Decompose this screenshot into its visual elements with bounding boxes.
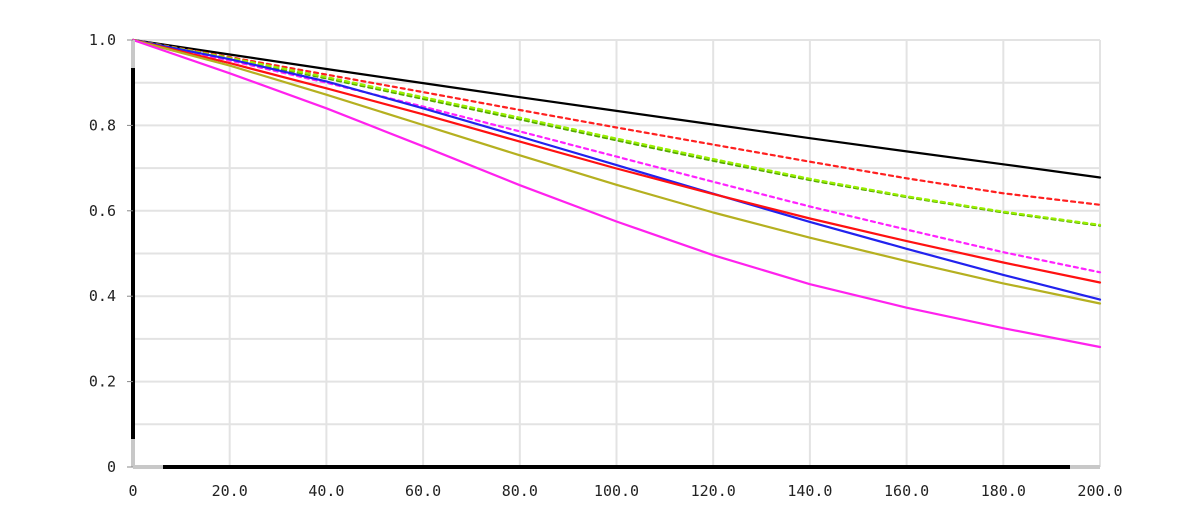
- series-group: [131, 38, 1102, 349]
- y-axis-tick-labels: 0 0.2 0.4 0.6 0.8 1.0: [89, 31, 116, 476]
- x-tick-label: 40.0: [308, 482, 344, 500]
- x-tick-label: 60.0: [405, 482, 441, 500]
- series-line-9: [131, 38, 1102, 349]
- series-line-4: [131, 38, 1102, 226]
- y-tick-label: 0.2: [89, 373, 116, 391]
- x-axis-tick-labels: 0 20.0 40.0 60.0 80.0 100.0 120.0 140.0 160.0 180…: [128, 482, 1122, 500]
- y-tick-label: 0.6: [89, 202, 116, 220]
- x-tick-label: 100.0: [594, 482, 639, 500]
- y-tick-label: 0.4: [89, 287, 116, 305]
- series-line-5: [131, 38, 1102, 274]
- x-tick-label: 80.0: [502, 482, 538, 500]
- axes: [127, 39, 1100, 469]
- series-line-6: [131, 38, 1102, 301]
- grid: [133, 39, 1101, 467]
- x-tick-label: 120.0: [691, 482, 736, 500]
- series-line-7: [131, 38, 1102, 284]
- x-tick-label: 160.0: [884, 482, 929, 500]
- x-tick-label: 20.0: [212, 482, 248, 500]
- x-tick-label: 180.0: [981, 482, 1026, 500]
- series-line-8: [131, 38, 1102, 305]
- x-tick-label: 140.0: [787, 482, 832, 500]
- series-line-1: [131, 38, 1102, 179]
- x-tick-label: 200.0: [1077, 482, 1122, 500]
- series-line-3: [131, 38, 1102, 227]
- y-tick-label: 0: [107, 458, 116, 476]
- x-tick-label: 0: [128, 482, 137, 500]
- y-tick-label: 1.0: [89, 31, 116, 49]
- y-tick-label: 0.8: [89, 116, 116, 134]
- series-line-2: [131, 38, 1102, 206]
